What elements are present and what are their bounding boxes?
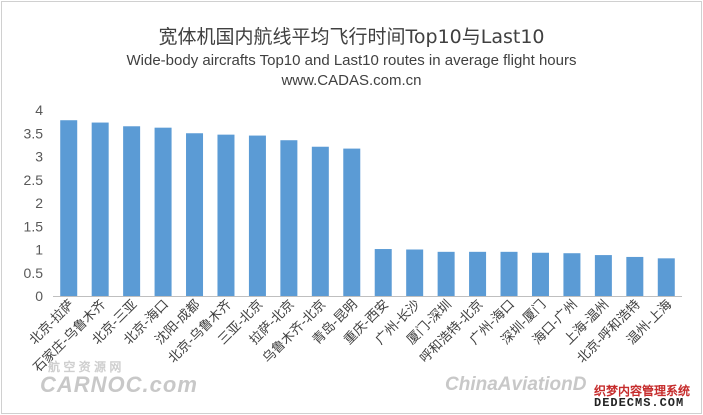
bar-6 — [217, 134, 235, 296]
y-tick-label: 1 — [35, 242, 43, 258]
y-tick-label: 0.5 — [24, 265, 44, 281]
y-tick-label: 1.5 — [24, 218, 44, 234]
watermark-chinaaviation: ChinaAviationD — [445, 374, 587, 395]
bar-11 — [374, 249, 392, 296]
brand-badge: 织梦内容管理系统 DEDECMS.COM — [592, 381, 698, 411]
bar-1 — [60, 120, 78, 296]
bar-5 — [186, 133, 204, 296]
bar-3 — [123, 126, 141, 297]
watermark-carnoc: CARNOC.com — [40, 372, 198, 397]
bar-10 — [343, 148, 361, 296]
bar-12 — [406, 249, 424, 296]
y-tick-label: 2.5 — [24, 172, 44, 188]
y-tick-label: 0 — [35, 288, 43, 304]
chart-source: www.CADAS.com.cn — [281, 72, 422, 89]
bar-16 — [531, 252, 549, 296]
bar-17 — [563, 253, 581, 296]
chart-title: 宽体机国内航线平均飞行时间Top10与Last10 — [158, 26, 545, 48]
bar-14 — [469, 251, 487, 296]
y-tick-label: 2 — [35, 195, 43, 211]
bar-8 — [280, 140, 298, 296]
y-tick-label: 3.5 — [24, 125, 44, 141]
bar-9 — [311, 146, 329, 296]
watermark-carnoc-cn: 航 空 资 源 网 — [48, 360, 122, 374]
brand-en: DEDECMS.COM — [594, 396, 685, 410]
y-tick-label: 3 — [35, 149, 43, 165]
bar-15 — [500, 251, 518, 296]
bar-2 — [91, 122, 109, 297]
bar-20 — [657, 258, 675, 296]
bar-7 — [248, 135, 266, 296]
y-tick-label: 4 — [35, 102, 43, 118]
brand-cn: 织梦内容管理系统 — [594, 384, 691, 398]
bar-19 — [626, 256, 644, 296]
bar-13 — [437, 251, 455, 296]
chart-subtitle: Wide-body aircrafts Top10 and Last10 rou… — [126, 52, 577, 69]
bar-18 — [594, 255, 612, 296]
bar-4 — [154, 127, 172, 296]
